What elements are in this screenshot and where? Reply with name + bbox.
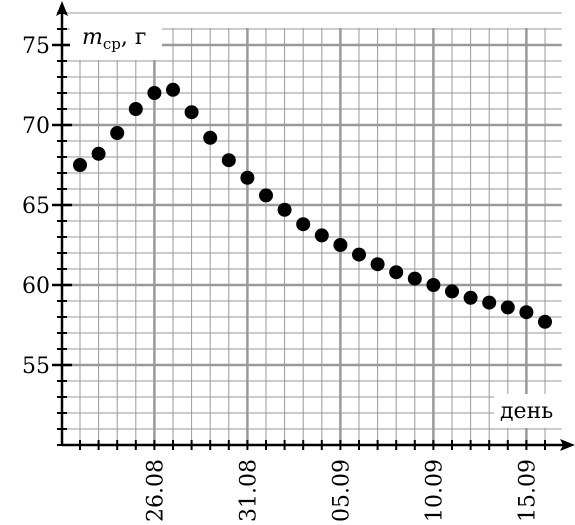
x-tick-label: 05.09 bbox=[329, 459, 354, 522]
point bbox=[463, 290, 478, 305]
y-tick-label: 75 bbox=[22, 34, 50, 59]
x-tick-label: 10.09 bbox=[422, 459, 447, 522]
point bbox=[314, 228, 329, 243]
point bbox=[296, 217, 311, 232]
x-tick-label: 26.08 bbox=[143, 459, 168, 522]
y-label-box bbox=[70, 18, 162, 60]
point bbox=[73, 158, 87, 172]
y-label-unit: , г bbox=[121, 25, 147, 50]
point bbox=[389, 265, 404, 280]
point bbox=[482, 295, 497, 310]
marks bbox=[73, 82, 552, 329]
x-label-box bbox=[494, 394, 566, 428]
grid bbox=[52, 1, 575, 451]
point bbox=[184, 105, 199, 120]
point bbox=[333, 238, 348, 252]
x-tick-label: 15.09 bbox=[515, 459, 540, 522]
point bbox=[426, 278, 441, 292]
point bbox=[519, 305, 534, 320]
y-tick-label: 60 bbox=[22, 274, 50, 299]
y-tick-label: 70 bbox=[22, 114, 50, 139]
y-label-subscript: ср bbox=[103, 35, 121, 53]
y-label-symbol: m bbox=[82, 25, 103, 50]
point bbox=[240, 170, 255, 185]
x-label: день bbox=[500, 399, 553, 424]
point bbox=[370, 257, 385, 272]
y-tick-label: 55 bbox=[22, 354, 50, 379]
point bbox=[147, 86, 162, 100]
point bbox=[500, 300, 515, 315]
point bbox=[166, 82, 180, 97]
point bbox=[352, 247, 366, 262]
point bbox=[110, 126, 125, 140]
point bbox=[277, 202, 292, 217]
point bbox=[221, 153, 236, 168]
x-tick-label: 31.08 bbox=[236, 459, 261, 522]
point bbox=[128, 102, 143, 116]
y-axis-arrow bbox=[56, 1, 68, 16]
x-axis-arrow bbox=[560, 439, 575, 451]
point bbox=[445, 284, 459, 299]
point bbox=[259, 188, 273, 203]
y-label: mср, г bbox=[82, 25, 146, 53]
point bbox=[91, 146, 106, 161]
point bbox=[203, 130, 218, 145]
y-tick-label: 65 bbox=[22, 194, 50, 219]
point bbox=[538, 314, 552, 329]
point bbox=[407, 271, 422, 286]
